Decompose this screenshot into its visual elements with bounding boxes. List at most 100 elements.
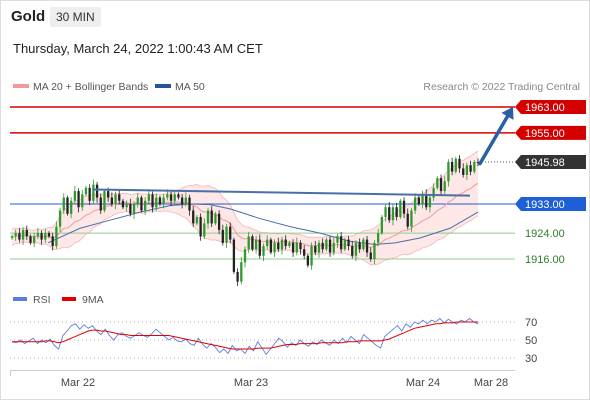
candle-body: [439, 178, 443, 192]
x-tick-mar22: Mar 22: [61, 377, 95, 389]
candle-body: [476, 161, 480, 163]
candle-body: [73, 191, 77, 201]
candle-body: [77, 191, 80, 208]
bb-legend-label: MA 20 + Bollinger Bands: [33, 81, 148, 93]
candle-body: [162, 197, 165, 205]
candle-body: [125, 204, 128, 208]
candle-body: [229, 226, 232, 240]
candle-body: [51, 236, 54, 247]
candle-body: [391, 207, 395, 221]
level-label-1916.00: 1916.00: [525, 254, 565, 266]
candle-body: [81, 194, 84, 208]
candle-body: [29, 236, 32, 243]
candle-body: [351, 246, 354, 256]
instrument-title: Gold: [11, 8, 46, 25]
candle-body: [251, 236, 254, 250]
x-tick-mar24: Mar 24: [406, 377, 440, 389]
candle-body: [147, 194, 150, 201]
candle-body: [40, 233, 43, 240]
level-tag-1955.00: [515, 125, 586, 140]
candle-body: [173, 194, 176, 201]
candle-body: [280, 239, 284, 250]
candle-body: [306, 255, 310, 266]
candle-body: [240, 262, 243, 282]
candle-body: [199, 216, 202, 237]
candle-body: [225, 226, 228, 243]
candle-body: [136, 197, 139, 205]
candle-body: [417, 197, 420, 205]
candle-body: [284, 239, 287, 247]
candle-body: [10, 236, 14, 238]
candle-body: [314, 246, 317, 253]
bb-legend-swatch: [13, 84, 29, 88]
candle-body: [25, 229, 28, 237]
candle-body: [262, 246, 265, 256]
candle-body: [395, 207, 398, 217]
candle-body: [469, 165, 472, 172]
copyright-text: Research © 2022 Trading Central: [423, 81, 580, 93]
rsi-ma-legend-swatch: [62, 297, 76, 301]
candle-body: [99, 197, 102, 211]
candle-body: [428, 197, 432, 208]
candle-body: [269, 239, 273, 253]
candle-body: [332, 242, 335, 253]
candle-body: [55, 226, 58, 247]
candle-body: [195, 216, 199, 224]
candle-body: [354, 242, 358, 256]
candle-body: [447, 161, 450, 182]
candle-body: [192, 210, 195, 224]
candle-body: [347, 239, 350, 247]
candle-body: [277, 242, 280, 250]
candle-body: [288, 242, 291, 247]
candle-body: [399, 200, 402, 217]
trend-annotations: [92, 106, 514, 197]
level-label-1924.00: 1924.00: [525, 228, 565, 240]
candle-body: [107, 191, 110, 198]
candle-body: [421, 194, 424, 205]
candle-body: [95, 184, 99, 198]
candle-body: [336, 236, 339, 243]
candle-body: [266, 239, 269, 247]
ma50-legend-swatch: [155, 84, 171, 88]
rsi-legend-label: RSI: [33, 294, 51, 306]
candle-body: [380, 216, 383, 234]
candle-body: [217, 213, 221, 230]
candle-body: [158, 197, 162, 205]
x-tick-mar28: Mar 28: [474, 377, 508, 389]
candle-body: [362, 239, 365, 250]
bb-fill: [12, 150, 478, 265]
level-label-1963.00: 1963.00: [525, 102, 565, 114]
candle-body: [210, 210, 213, 224]
candle-body: [384, 207, 387, 217]
candle-body: [317, 242, 321, 253]
target-arrow-head: [501, 106, 514, 120]
level-label-1955.00: 1955.00: [525, 128, 565, 140]
candle-body: [132, 204, 136, 214]
timeframe-badge[interactable]: 30 MIN: [50, 7, 101, 27]
rsi-panel: 70 50 30: [10, 317, 537, 365]
candle-body: [140, 197, 143, 211]
candle-body: [273, 242, 276, 253]
candle-body: [236, 271, 239, 282]
candle-body: [247, 236, 250, 250]
candle-body: [33, 236, 36, 243]
candle-body: [88, 187, 91, 201]
candle-body: [47, 233, 51, 237]
candle-body: [299, 242, 302, 250]
ma50-legend-label: MA 50: [175, 81, 205, 93]
candle-body: [103, 191, 106, 211]
candle-body: [291, 242, 295, 253]
candle-body: [118, 194, 121, 201]
candle-body: [310, 246, 313, 266]
rsi-ma-legend-label: 9MA: [82, 294, 104, 306]
level-label-1933.00: 1933.00: [525, 199, 565, 211]
candle-body: [465, 165, 469, 175]
candle-body: [410, 210, 413, 227]
candle-body: [443, 181, 446, 192]
candle-body: [462, 168, 465, 175]
candle-body: [340, 236, 343, 250]
rsi-legend-swatch: [13, 297, 27, 301]
rsi-ma-line: [12, 321, 478, 350]
level-label-1945.98: 1945.98: [525, 157, 565, 169]
candle-body: [36, 233, 40, 237]
